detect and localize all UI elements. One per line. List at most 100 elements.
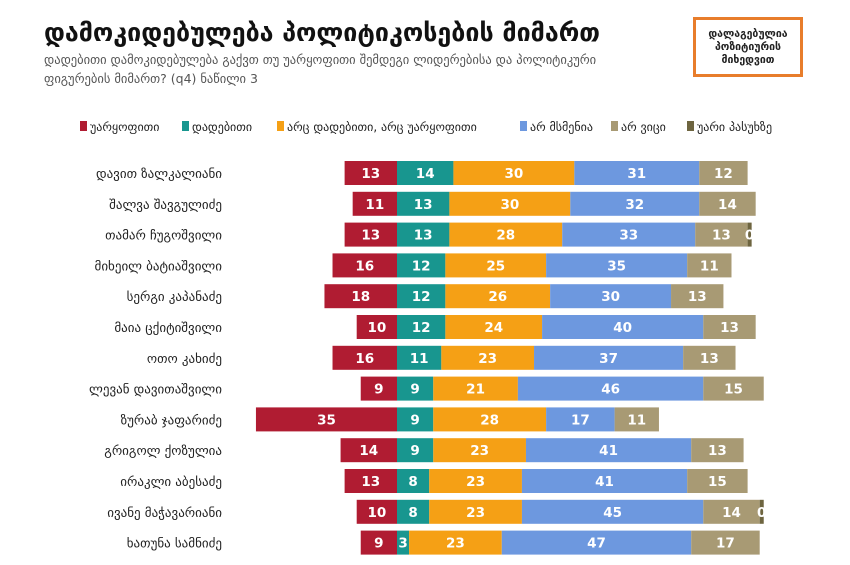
- bar-segment: [397, 376, 434, 401]
- category-label: ივანე მაჭავარიანი: [107, 506, 222, 521]
- data-label: 13: [414, 228, 433, 244]
- legend-label: არც დადებითი, არც უარყოფითი: [287, 120, 477, 134]
- bar-segment: [501, 530, 692, 555]
- data-label: 13: [708, 443, 727, 459]
- data-label: 32: [625, 197, 644, 213]
- bar-segment: [546, 253, 688, 278]
- data-label: 12: [412, 289, 431, 305]
- category-label: დავით ზალკალიანი: [96, 167, 222, 182]
- data-label: 25: [486, 258, 505, 274]
- data-label: 9: [374, 536, 383, 552]
- data-label: 9: [410, 412, 419, 428]
- data-label: 47: [587, 536, 606, 552]
- data-label: 13: [361, 228, 380, 244]
- data-label: 9: [410, 443, 419, 459]
- sort-note-text: დალაგებულია პოზიტიურის მიხედვით: [708, 27, 788, 66]
- legend-swatch: [277, 121, 284, 131]
- bar-segment: [759, 499, 764, 524]
- data-label: 41: [599, 443, 618, 459]
- legend-swatch: [687, 121, 694, 131]
- category-label: ხათუნა სამნიძე: [127, 537, 222, 552]
- data-label: 13: [720, 320, 739, 336]
- data-label: 9: [410, 382, 419, 398]
- sort-note-badge: დალაგებულია პოზიტიურის მიხედვით: [693, 17, 803, 77]
- data-label: 12: [412, 320, 431, 336]
- data-label: 13: [361, 166, 380, 182]
- data-label: 30: [601, 289, 620, 305]
- bar-segment: [747, 222, 752, 247]
- bar-segment: [324, 284, 397, 309]
- bar-segment: [397, 499, 430, 524]
- bar-segment: [397, 284, 446, 309]
- data-label: 8: [408, 474, 417, 490]
- bar-segment: [441, 345, 535, 370]
- data-label: 21: [466, 382, 485, 398]
- bar-segment: [397, 161, 454, 185]
- data-label: 24: [484, 320, 503, 336]
- category-label: მაია ცქიტიშვილი: [114, 321, 222, 336]
- bar-segment: [255, 407, 397, 432]
- category-label: ოთო კახიძე: [147, 352, 222, 367]
- data-label: 37: [599, 351, 618, 367]
- bar-segment: [332, 345, 397, 370]
- bar-segment: [429, 499, 522, 524]
- data-label: 23: [478, 351, 497, 367]
- bar-segment: [453, 161, 575, 185]
- data-label: 0: [757, 505, 766, 521]
- bar-segment: [550, 284, 672, 309]
- data-label: 3: [398, 536, 407, 552]
- data-label: 28: [480, 412, 499, 428]
- data-label: 28: [496, 228, 515, 244]
- data-label: 45: [603, 505, 622, 521]
- bar-segment: [344, 469, 397, 493]
- category-label: სერგი კაპანაძე: [127, 290, 222, 305]
- data-label: 11: [410, 351, 429, 367]
- bar-segment: [521, 469, 688, 493]
- data-label: 16: [355, 351, 374, 367]
- bar-segment: [525, 438, 692, 463]
- bar-segment: [695, 222, 748, 247]
- data-label: 13: [361, 474, 380, 490]
- bar-segment: [340, 438, 397, 463]
- legend-label: უარი პასუხზე: [697, 120, 772, 134]
- data-label: 30: [500, 197, 519, 213]
- category-label: ირაკლი აბესაძე: [120, 475, 222, 490]
- data-label: 14: [359, 443, 378, 459]
- data-label: 14: [416, 166, 435, 182]
- legend-item: არც დადებითი, არც უარყოფითი: [277, 120, 477, 134]
- legend-swatch: [611, 121, 618, 131]
- legend-label: დადებითი: [192, 120, 252, 134]
- bar-segment: [449, 191, 571, 216]
- category-label: ზურაბ ჯაფარიძე: [121, 413, 222, 428]
- bar-segment: [397, 253, 446, 278]
- data-label: 15: [724, 382, 743, 398]
- legend-item: უარი პასუხზე: [687, 120, 772, 134]
- bar-segment: [445, 315, 543, 339]
- bar-segment: [397, 315, 446, 339]
- data-label: 9: [374, 382, 383, 398]
- category-label: თამარ ჩუგოშვილი: [105, 229, 222, 244]
- legend-label: არ მსმენია: [530, 120, 593, 134]
- data-label: 14: [718, 197, 737, 213]
- bar-segment: [429, 469, 522, 493]
- bar-segment: [683, 345, 736, 370]
- data-label: 12: [714, 166, 733, 182]
- data-label: 17: [571, 412, 590, 428]
- data-label: 16: [355, 258, 374, 274]
- bar-segment: [671, 284, 724, 309]
- data-label: 13: [414, 197, 433, 213]
- legend-swatch: [182, 121, 189, 131]
- bar-segment: [703, 499, 760, 524]
- bar-segment: [546, 407, 615, 432]
- data-label: 10: [367, 320, 386, 336]
- data-label: 14: [722, 505, 741, 521]
- category-label: მიხეილ ბატიაშვილი: [95, 259, 223, 274]
- category-label: შალვა შავგულიძე: [109, 198, 222, 213]
- bar-segment: [332, 253, 397, 278]
- data-label: 13: [712, 228, 731, 244]
- legend-swatch: [80, 121, 87, 131]
- data-label: 11: [700, 258, 719, 274]
- bar-segment: [445, 253, 547, 278]
- bar-segment: [517, 376, 704, 401]
